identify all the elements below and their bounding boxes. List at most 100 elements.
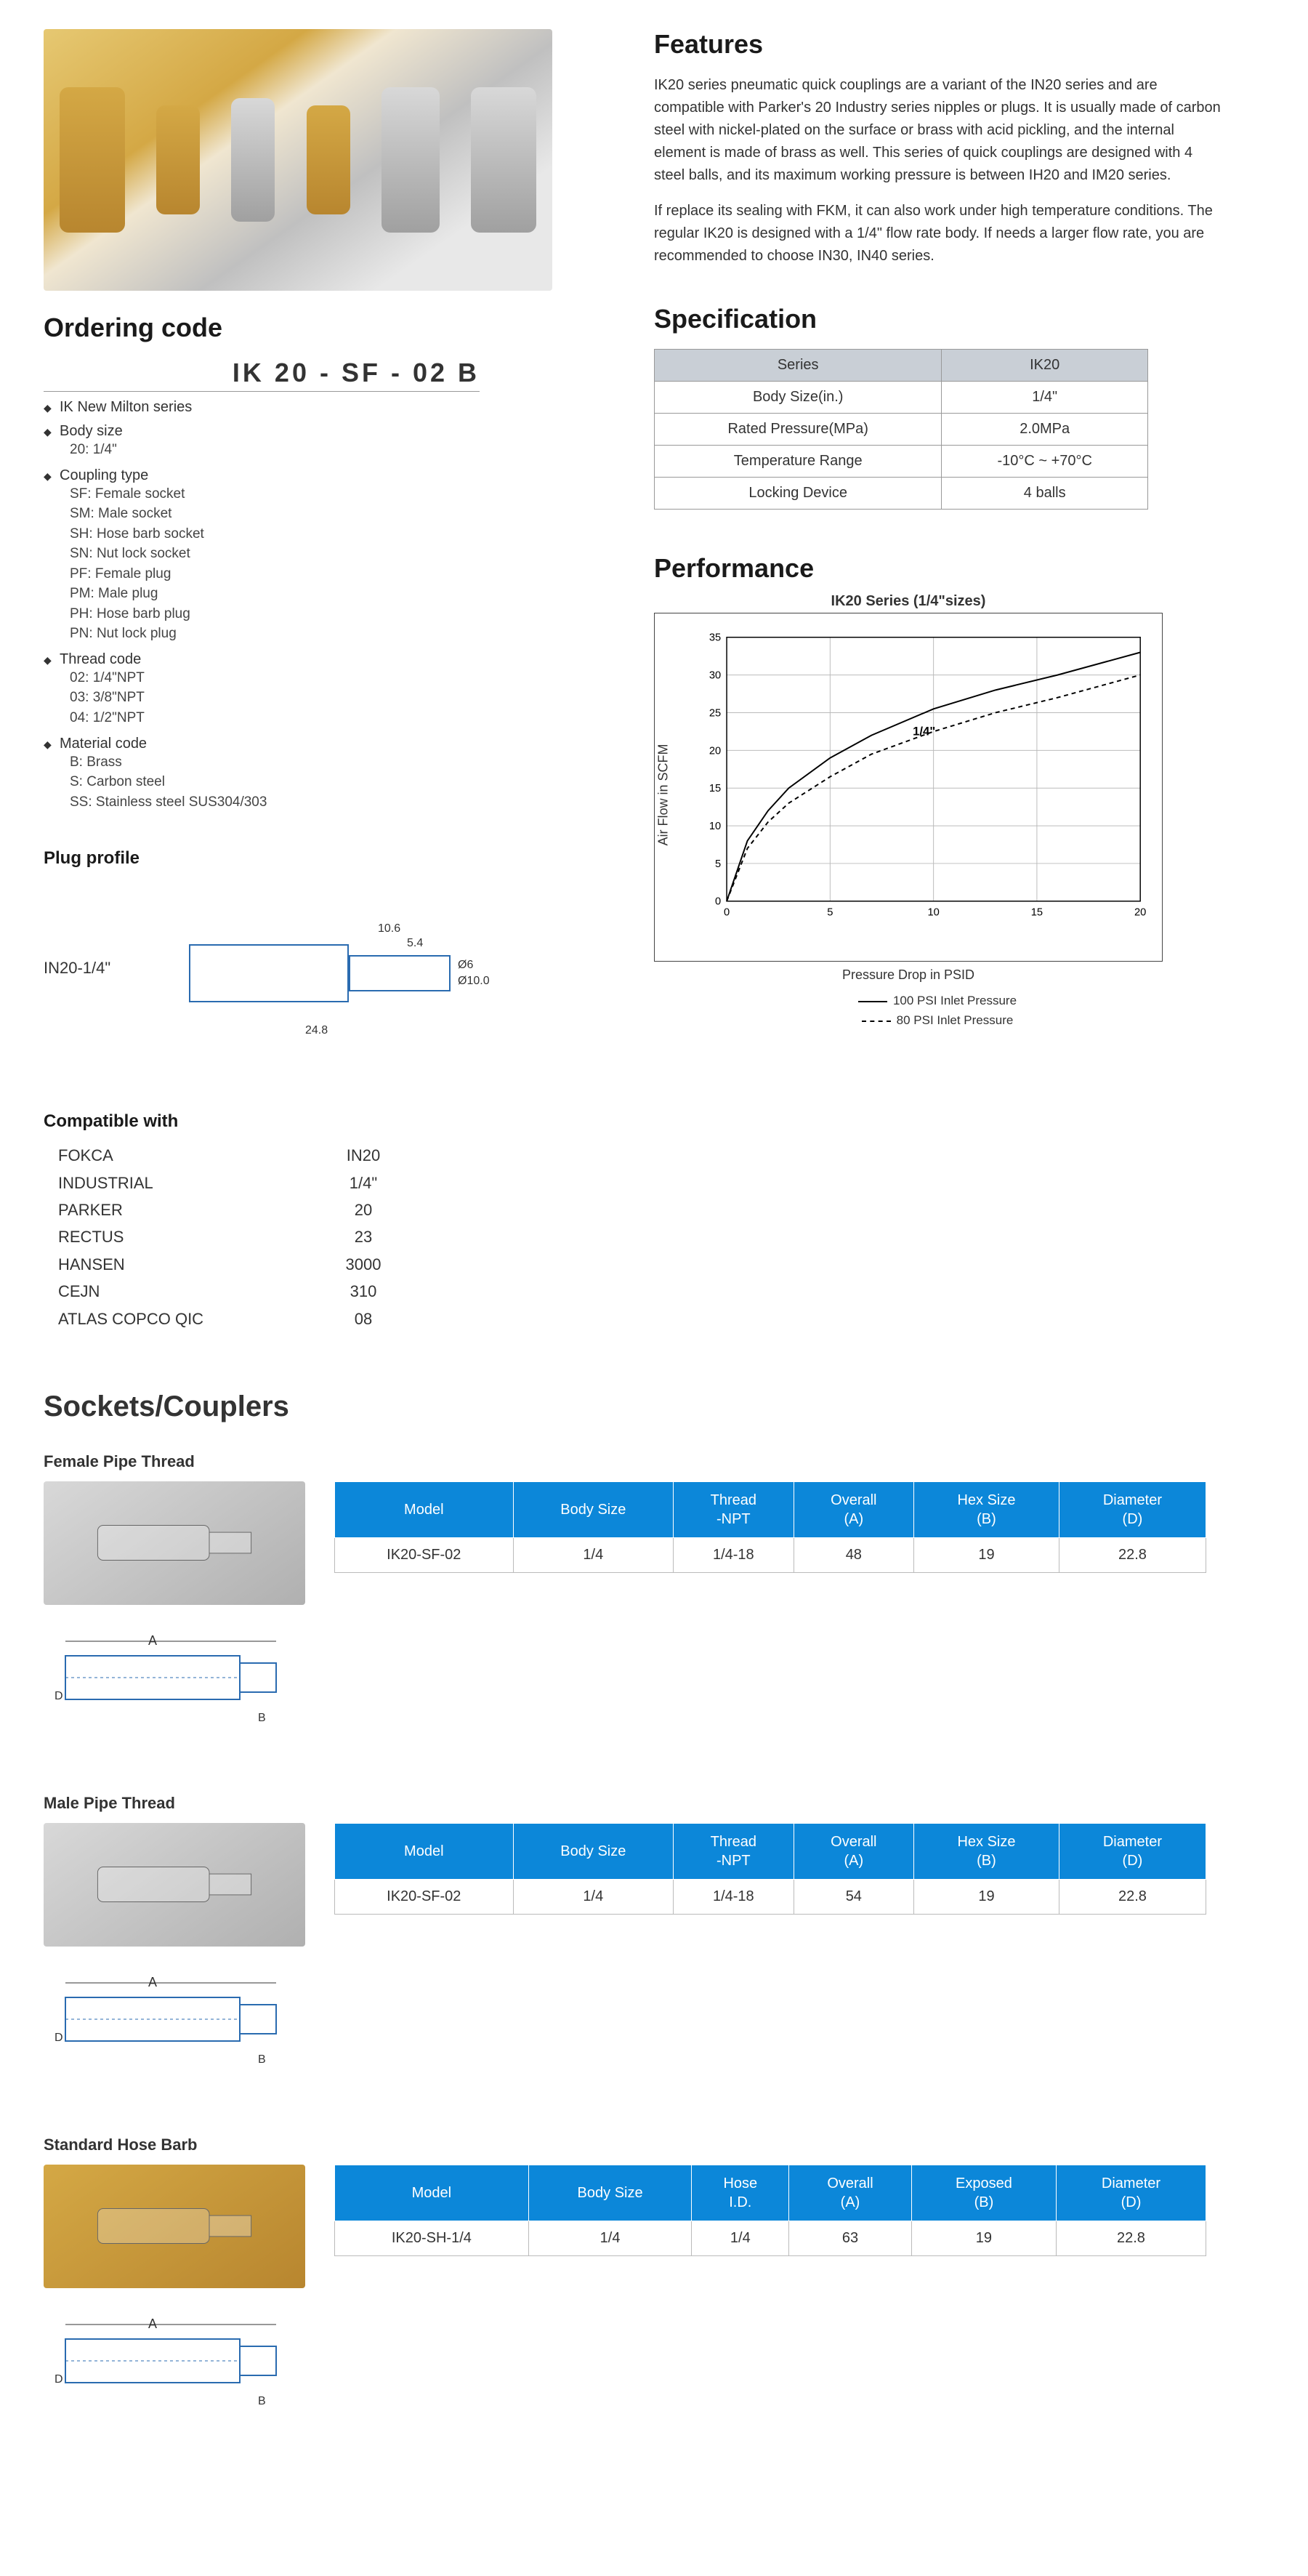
table-cell: IK20-SH-1/4: [335, 2221, 529, 2255]
ordering-item: IK New Milton series: [44, 399, 610, 416]
table-header-cell: Overall(A): [794, 1481, 913, 1537]
socket-schematic: A B D: [44, 1612, 305, 1743]
features-text: IK20 series pneumatic quick couplings ar…: [654, 74, 1221, 267]
svg-text:B: B: [258, 2053, 266, 2066]
svg-text:A: A: [148, 1975, 157, 1989]
spec-h1: IK20: [942, 350, 1148, 382]
table-cell: 54: [794, 1879, 913, 1914]
ordering-sub: SS: Stainless steel SUS304/303: [44, 792, 610, 813]
spec-row: Locking Device4 balls: [655, 478, 1148, 510]
svg-text:30: 30: [709, 670, 721, 682]
table-header-cell: Hex Size(B): [914, 1823, 1059, 1879]
spec-header-row: Series IK20: [655, 350, 1148, 382]
part-steel-2: [382, 87, 440, 233]
chart-title: IK20 Series (1/4"sizes): [655, 593, 1162, 610]
compatible-title: Compatible with: [44, 1111, 610, 1132]
part-steel-1: [231, 98, 275, 222]
table-cell: 22.8: [1056, 2221, 1206, 2255]
legend-100psi: 100 PSI Inlet Pressure: [654, 991, 1221, 1010]
compat-name: CEJN: [58, 1278, 262, 1305]
ordering-item: Material code: [44, 736, 610, 752]
ordering-sub: SF: Female socket: [44, 484, 610, 504]
socket-data-table: ModelBody SizeThread-NPTOverall(A)Hex Si…: [334, 1823, 1206, 1915]
table-cell: 19: [914, 1879, 1059, 1914]
socket-block-title: Male Pipe Thread: [44, 1794, 1264, 1813]
table-header-cell: Model: [335, 1823, 514, 1879]
ordering-item: Body size: [44, 423, 610, 440]
features-title: Features: [654, 29, 1221, 60]
compat-name: FOKCA: [58, 1142, 262, 1169]
socket-row: A B D ModelBody SizeThread-NPTOverall(A)Hex…: [44, 1823, 1264, 2085]
svg-text:0: 0: [724, 906, 730, 918]
svg-text:B: B: [258, 1712, 266, 1724]
svg-text:5: 5: [827, 906, 833, 918]
table-header-cell: Thread-NPT: [674, 1481, 794, 1537]
spec-cell: Temperature Range: [655, 446, 942, 478]
part-steel-3: [471, 87, 536, 233]
socket-block-title: Female Pipe Thread: [44, 1452, 1264, 1471]
svg-text:15: 15: [1031, 906, 1043, 918]
ordering-sub: PH: Hose barb plug: [44, 604, 610, 624]
socket-block: Standard Hose BarbABDModelBody SizeHoseI…: [44, 2136, 1264, 2426]
table-cell: IK20-SF-02: [335, 1537, 514, 1572]
table-header-cell: Body Size: [513, 1481, 673, 1537]
ordering-item: Thread code: [44, 651, 610, 668]
legend-80psi: 80 PSI Inlet Pressure: [654, 1010, 1221, 1030]
table-header-cell: Body Size: [513, 1823, 673, 1879]
compat-name: PARKER: [58, 1196, 262, 1223]
table-cell: 1/4: [528, 2221, 692, 2255]
socket-data-table: ModelBody SizeHoseI.D.Overall(A)Exposed(…: [334, 2165, 1206, 2256]
table-header-cell: Diameter(D): [1059, 1481, 1206, 1537]
svg-text:20: 20: [1134, 906, 1146, 918]
chart-xlabel: Pressure Drop in PSID: [655, 967, 1162, 983]
socket-data-table: ModelBody SizeThread-NPTOverall(A)Hex Si…: [334, 1481, 1206, 1573]
socket-thumb: [44, 1481, 305, 1605]
hero-product-image: [44, 29, 552, 291]
socket-left: A B D: [44, 1823, 305, 2085]
table-cell: 1/4: [692, 2221, 789, 2255]
svg-text:D: D: [54, 1690, 63, 1702]
ordering-code-string: IK 20 - SF - 02 B: [44, 358, 480, 392]
top-two-column: Ordering code IK 20 - SF - 02 B IK New M…: [44, 29, 1264, 1332]
spec-row: Body Size(in.)1/4": [655, 382, 1148, 414]
compat-name: INDUSTRIAL: [58, 1170, 262, 1196]
dim-d1: Ø6: [458, 959, 473, 972]
svg-text:D: D: [54, 2032, 63, 2044]
table-header-cell: Model: [335, 2165, 529, 2221]
table-cell: 63: [789, 2221, 912, 2255]
ordering-sub: 04: 1/2"NPT: [44, 708, 610, 728]
spec-cell: Body Size(in.): [655, 382, 942, 414]
table-cell: 19: [911, 2221, 1056, 2255]
ordering-sub: PM: Male plug: [44, 584, 610, 604]
socket-block: Female Pipe Thread A B D ModelBody SizeThrea…: [44, 1452, 1264, 1743]
ordering-sub: PF: Female plug: [44, 564, 610, 584]
socket-block-title: Standard Hose Barb: [44, 2136, 1264, 2154]
svg-text:A: A: [148, 1633, 157, 1648]
compat-val: 08: [320, 1305, 407, 1332]
socket-thumb: [44, 1823, 305, 1947]
spec-row: Rated Pressure(MPa)2.0MPa: [655, 414, 1148, 446]
spec-cell: 1/4": [942, 382, 1148, 414]
plug-profile-label: IN20-1/4": [44, 959, 110, 978]
svg-text:B: B: [258, 2395, 266, 2407]
performance-title: Performance: [654, 553, 1221, 584]
socket-schematic: A B D: [44, 1954, 305, 2085]
chart-legend: 100 PSI Inlet Pressure 80 PSI Inlet Pres…: [654, 991, 1221, 1030]
dim-top2: 5.4: [407, 937, 423, 950]
table-header-row: ModelBody SizeHoseI.D.Overall(A)Exposed(…: [335, 2165, 1206, 2221]
compat-val: 3000: [320, 1251, 407, 1278]
table-header-cell: Overall(A): [794, 1823, 913, 1879]
svg-text:A: A: [148, 2317, 157, 2331]
specification-title: Specification: [654, 304, 1221, 334]
spec-cell: -10°C ~ +70°C: [942, 446, 1148, 478]
spec-cell: Locking Device: [655, 478, 942, 510]
svg-text:15: 15: [709, 783, 721, 794]
table-header-cell: Thread-NPT: [674, 1823, 794, 1879]
table-header-cell: Diameter(D): [1059, 1823, 1206, 1879]
svg-text:35: 35: [709, 632, 721, 644]
features-p1: IK20 series pneumatic quick couplings ar…: [654, 74, 1221, 187]
ordering-sub: PN: Nut lock plug: [44, 624, 610, 644]
table-cell: 22.8: [1059, 1537, 1206, 1572]
socket-row: ABDModelBody SizeHoseI.D.Overall(A)Expos…: [44, 2165, 1264, 2426]
table-cell: 22.8: [1059, 1879, 1206, 1914]
